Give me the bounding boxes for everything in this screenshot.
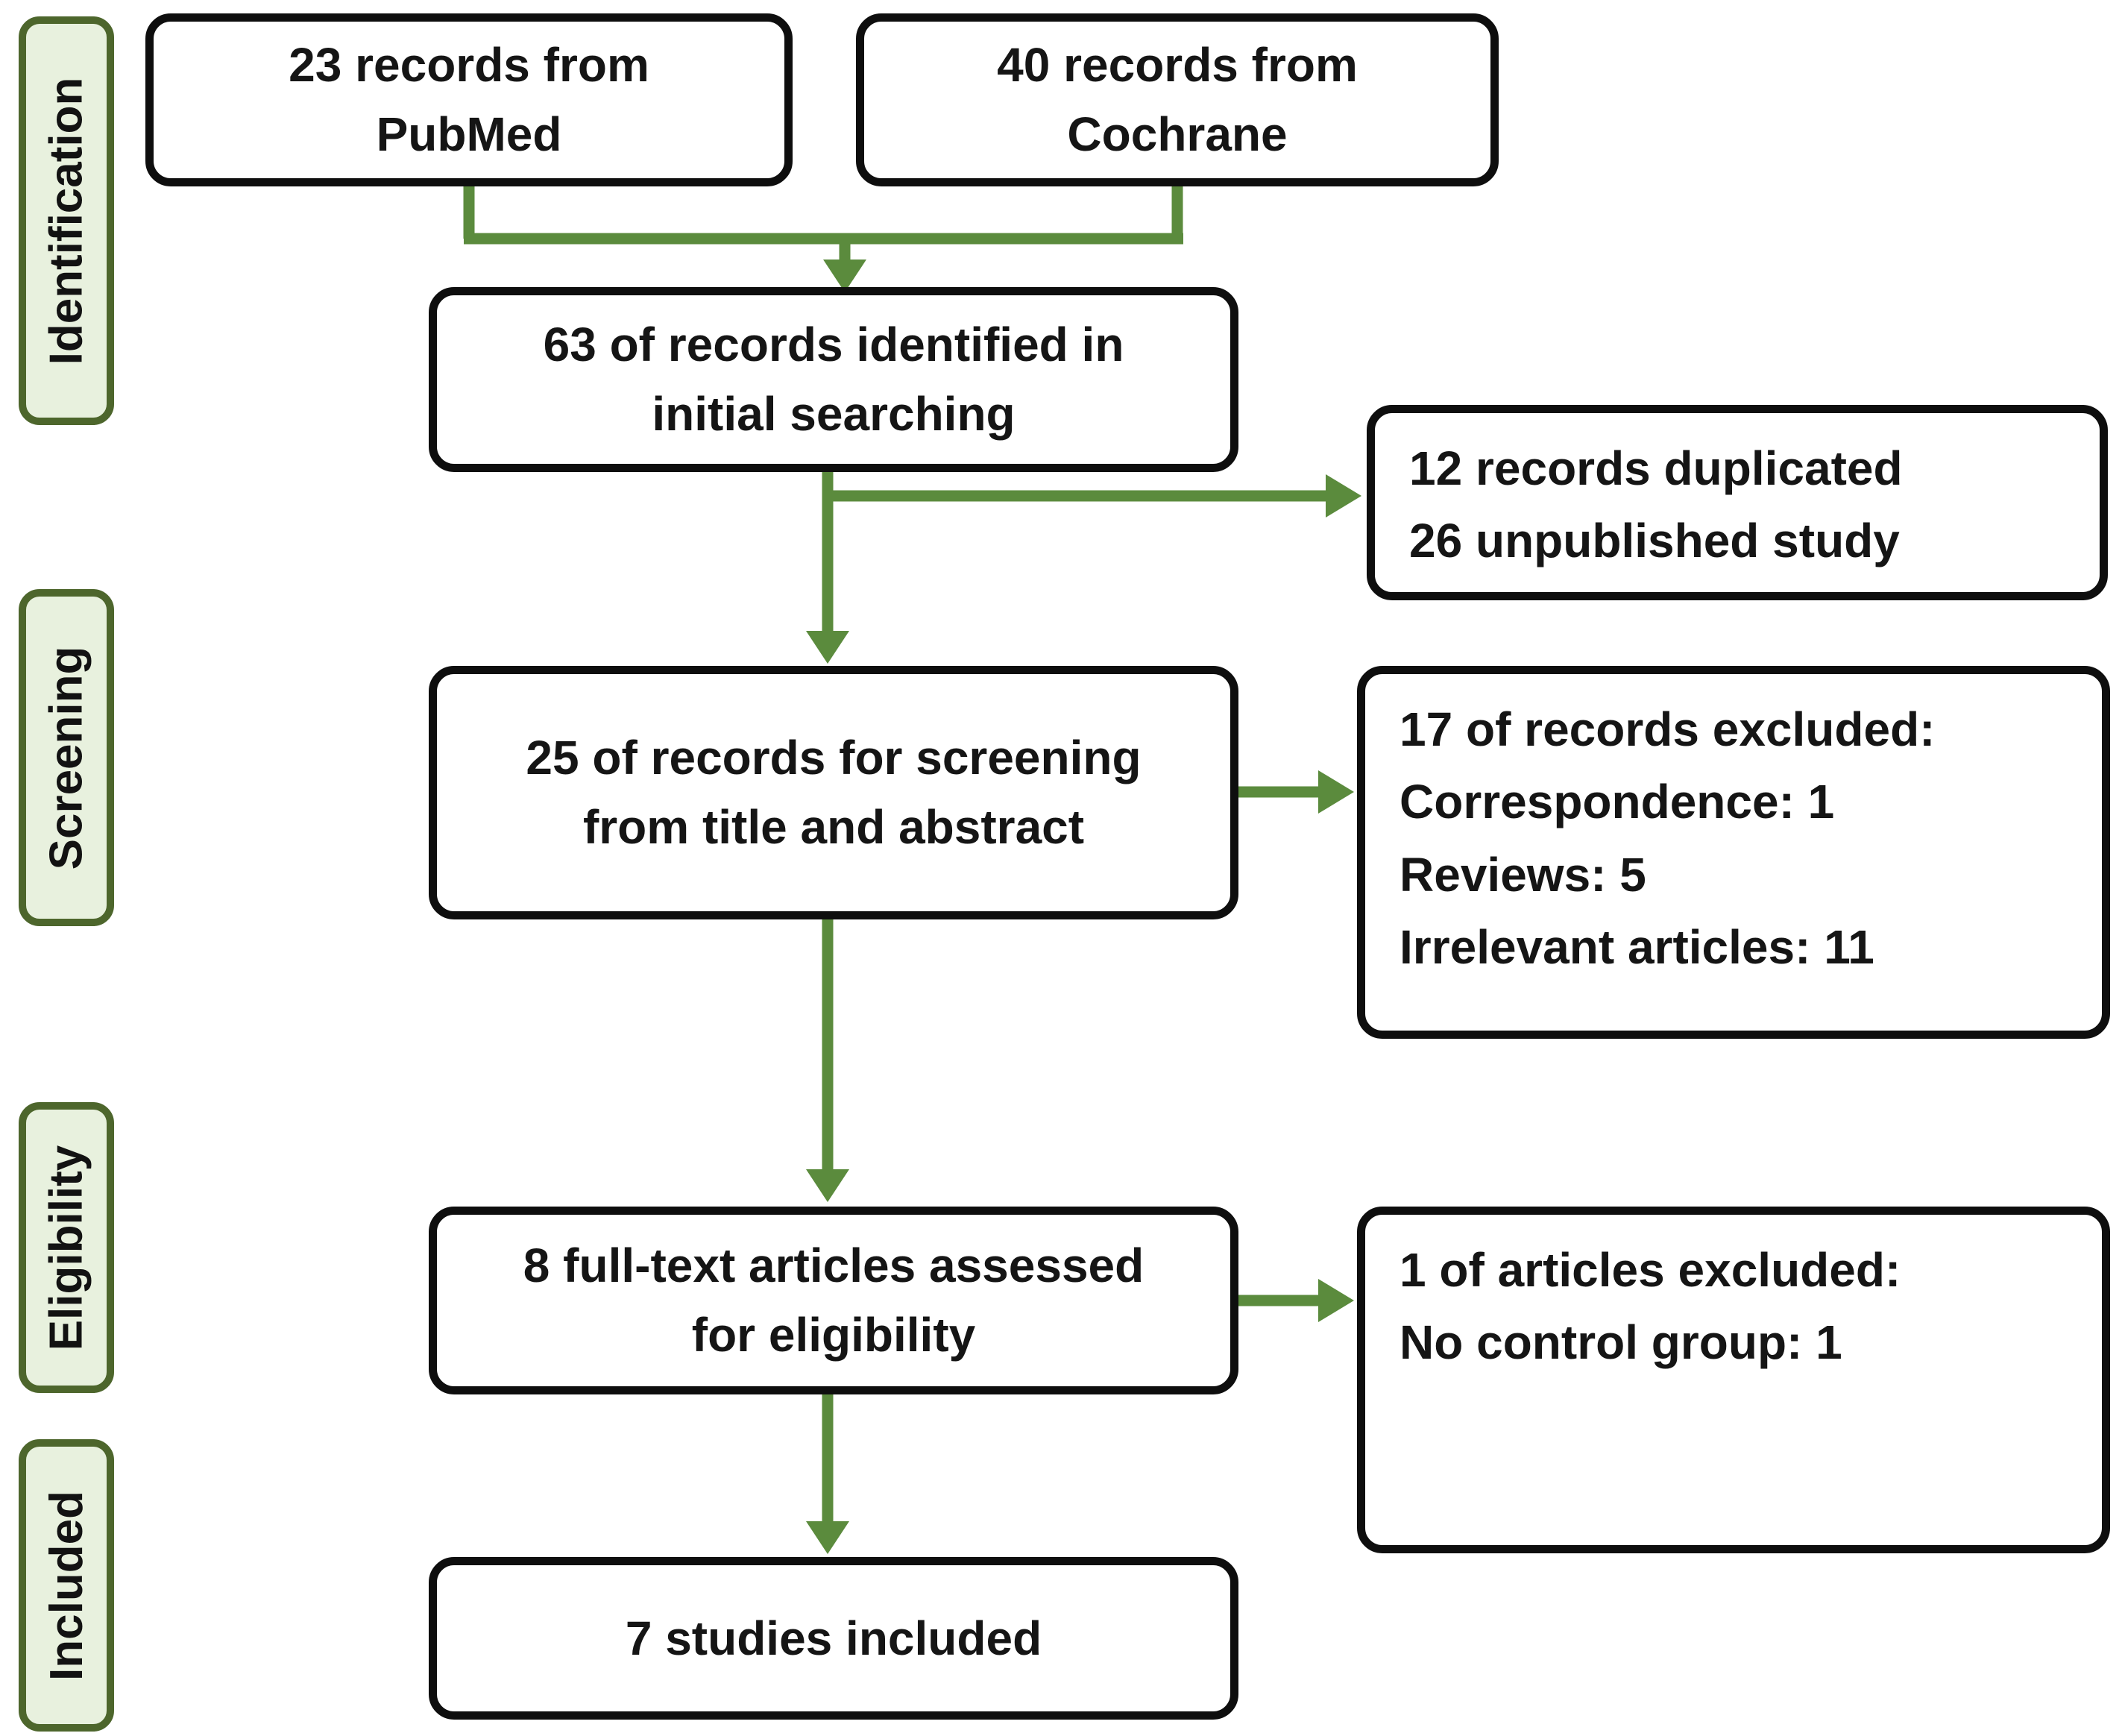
box-screening-excluded: 17 of records excluded: Correspondence: … — [1357, 666, 2110, 1039]
arrowhead-into-fulltext — [806, 1169, 849, 1202]
stage-label-identification-text: Identification — [40, 77, 92, 365]
box-fulltext-excluded-line2: No control group: 1 — [1400, 1315, 1842, 1370]
stage-label-screening-text: Screening — [40, 646, 92, 869]
box-records-screened-line1: 25 of records for screening — [526, 731, 1142, 785]
box-records-cochrane-line1: 40 records from — [997, 38, 1358, 92]
box-records-identified-line1: 63 of records identified in — [543, 318, 1124, 372]
box-studies-included-line1: 7 studies included — [625, 1611, 1042, 1665]
box-studies-included: 7 studies included — [429, 1557, 1238, 1720]
box-records-identified-line2: initial searching — [652, 387, 1016, 441]
stage-label-included-text: Included — [40, 1490, 92, 1681]
box-duplicates-removed: 12 records duplicated 26 unpublished stu… — [1367, 405, 2108, 600]
box-records-pubmed-line1: 23 records from — [289, 38, 649, 92]
box-fulltext-assessed-line2: for eligibility — [691, 1308, 976, 1362]
arrowhead-into-screening-excluded — [1318, 770, 1354, 814]
box-records-screened-line2: from title and abstract — [582, 800, 1085, 854]
box-screening-excluded-line3: Reviews: 5 — [1400, 847, 1646, 902]
box-fulltext-excluded-line1: 1 of articles excluded: — [1400, 1243, 1901, 1297]
box-fulltext-excluded: 1 of articles excluded: No control group… — [1357, 1207, 2110, 1553]
arrowhead-into-identified — [823, 260, 866, 292]
box-records-pubmed-line2: PubMed — [376, 107, 562, 161]
stage-label-eligibility-text: Eligibility — [40, 1145, 92, 1350]
box-fulltext-assessed: 8 full-text articles assessed for eligib… — [429, 1207, 1238, 1394]
box-records-identified: 63 of records identified in initial sear… — [429, 287, 1238, 472]
box-records-pubmed: 23 records from PubMed — [145, 13, 793, 186]
arrowhead-into-screened — [806, 631, 849, 664]
stage-label-included: Included — [19, 1439, 114, 1732]
stage-label-screening: Screening — [19, 589, 114, 926]
box-records-cochrane: 40 records from Cochrane — [856, 13, 1499, 186]
box-duplicates-removed-line2: 26 unpublished study — [1409, 514, 1900, 568]
box-screening-excluded-line1: 17 of records excluded: — [1400, 702, 1936, 756]
box-duplicates-removed-line1: 12 records duplicated — [1409, 441, 1903, 495]
arrowhead-into-included — [806, 1521, 849, 1554]
arrowhead-into-duplicates — [1326, 474, 1361, 518]
box-screening-excluded-line2: Correspondence: 1 — [1400, 775, 1835, 829]
box-fulltext-assessed-line1: 8 full-text articles assessed — [523, 1239, 1145, 1293]
box-screening-excluded-line4: Irrelevant articles: 11 — [1400, 919, 1874, 974]
stage-label-eligibility: Eligibility — [19, 1102, 114, 1393]
box-records-cochrane-line2: Cochrane — [1067, 107, 1288, 161]
arrowhead-into-fulltext-excluded — [1318, 1279, 1354, 1322]
stage-label-identification: Identification — [19, 16, 114, 425]
box-records-screened: 25 of records for screening from title a… — [429, 666, 1238, 919]
